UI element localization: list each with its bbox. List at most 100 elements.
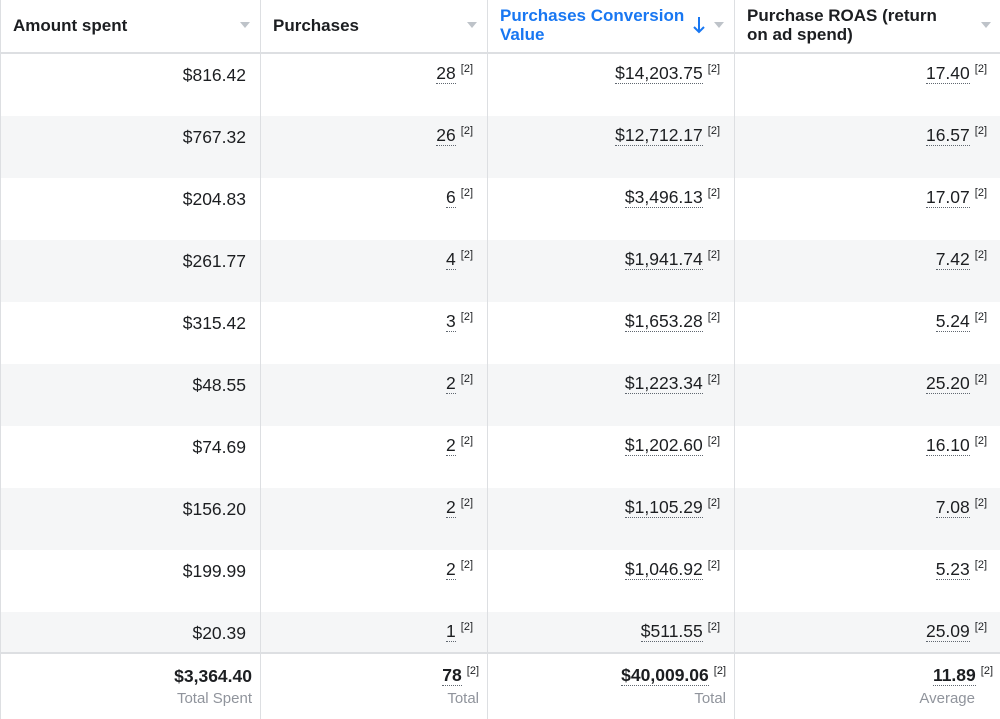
- footnote-marker[interactable]: [2]: [974, 559, 987, 571]
- column-header-label: Purchase ROAS (return on ad spend): [747, 6, 937, 44]
- footnote-marker[interactable]: [2]: [974, 497, 987, 509]
- footnote-marker[interactable]: [2]: [460, 373, 473, 385]
- column-header-amount-spent[interactable]: Amount spent: [1, 0, 261, 52]
- cell-value[interactable]: 4: [446, 249, 456, 270]
- cell-value[interactable]: 17.40: [925, 63, 970, 84]
- total-value[interactable]: $40,009.06: [621, 665, 709, 686]
- footnote-marker[interactable]: [2]: [974, 311, 987, 323]
- cell-value[interactable]: $1,105.29: [624, 497, 703, 518]
- cell-value[interactable]: 25.20: [925, 373, 970, 394]
- cell-value[interactable]: 26: [436, 125, 456, 146]
- dropdown-caret-icon[interactable]: [981, 22, 991, 28]
- table-footer-totals: $3,364.40 Total Spent 78 [2] Total $40,0…: [1, 652, 1000, 719]
- footnote-marker[interactable]: [2]: [460, 311, 473, 323]
- cell-value[interactable]: 2: [446, 373, 456, 394]
- cell-value: $261.77: [182, 251, 246, 271]
- footnote-marker[interactable]: [2]: [460, 621, 473, 633]
- total-amount-spent: $3,364.40 Total Spent: [1, 654, 261, 719]
- cell-value[interactable]: 28: [436, 63, 456, 84]
- footnote-marker[interactable]: [2]: [466, 665, 479, 677]
- footnote-marker[interactable]: [2]: [713, 665, 726, 677]
- footnote-marker[interactable]: [2]: [460, 63, 473, 75]
- cell-value: $156.20: [182, 499, 246, 519]
- cell-value: $74.69: [192, 437, 246, 457]
- footnote-marker[interactable]: [2]: [707, 311, 720, 323]
- sort-descending-icon[interactable]: [692, 15, 706, 35]
- total-label: Total: [694, 690, 726, 707]
- footnote-marker[interactable]: [2]: [460, 497, 473, 509]
- cell-value[interactable]: 3: [446, 311, 456, 332]
- cell-value[interactable]: 2: [446, 559, 456, 580]
- column-header-purchases[interactable]: Purchases: [261, 0, 488, 52]
- column-header-roas[interactable]: Purchase ROAS (return on ad spend): [735, 0, 1000, 52]
- footnote-marker[interactable]: [2]: [974, 249, 987, 261]
- cell-amount-spent: $20.39: [1, 612, 261, 674]
- footnote-marker[interactable]: [2]: [707, 249, 720, 261]
- footnote-marker[interactable]: [2]: [707, 187, 720, 199]
- footnote-marker[interactable]: [2]: [974, 187, 987, 199]
- cell-value[interactable]: 25.09: [925, 621, 970, 642]
- cell-value[interactable]: 16.10: [925, 435, 970, 456]
- cell-value[interactable]: $3,496.13: [624, 187, 703, 208]
- cell-value[interactable]: 2: [446, 435, 456, 456]
- cell-value[interactable]: 6: [446, 187, 456, 208]
- column-header-label: Purchases: [273, 16, 359, 35]
- cell-purchases: 1 [2]: [261, 612, 488, 674]
- footnote-marker[interactable]: [2]: [460, 125, 473, 137]
- footnote-marker[interactable]: [2]: [974, 621, 987, 633]
- cell-purchases: 4 [2]: [261, 240, 488, 302]
- footnote-marker[interactable]: [2]: [974, 125, 987, 137]
- total-label: Total Spent: [176, 690, 252, 707]
- cell-amount-spent: $74.69: [1, 426, 261, 488]
- dropdown-caret-icon[interactable]: [467, 22, 477, 28]
- footnote-marker[interactable]: [2]: [707, 621, 720, 633]
- total-value[interactable]: 11.89: [932, 665, 976, 686]
- cell-purchases: 28 [2]: [261, 54, 488, 116]
- cell-conversion-value: $14,203.75 [2]: [488, 54, 735, 116]
- footnote-marker[interactable]: [2]: [707, 435, 720, 447]
- cell-value[interactable]: $1,941.74: [624, 249, 703, 270]
- footnote-marker[interactable]: [2]: [707, 373, 720, 385]
- cell-conversion-value: $1,653.28 [2]: [488, 302, 735, 364]
- cell-value[interactable]: $12,712.17: [615, 125, 703, 146]
- footnote-marker[interactable]: [2]: [460, 559, 473, 571]
- dropdown-caret-icon[interactable]: [714, 22, 724, 28]
- footnote-marker[interactable]: [2]: [974, 63, 987, 75]
- cell-value: $20.39: [192, 623, 246, 643]
- cell-value[interactable]: 5.24: [935, 311, 970, 332]
- table-row: $48.55 2 [2] $1,223.34 [2] 25.20 [2]: [1, 364, 1000, 426]
- column-header-conversion-value[interactable]: Purchases Conversion Value: [488, 0, 735, 52]
- footnote-marker[interactable]: [2]: [460, 435, 473, 447]
- dropdown-caret-icon[interactable]: [240, 22, 250, 28]
- cell-value[interactable]: 2: [446, 497, 456, 518]
- cell-value[interactable]: 17.07: [925, 187, 970, 208]
- footnote-marker[interactable]: [2]: [707, 63, 720, 75]
- table-row: $156.20 2 [2] $1,105.29 [2] 7.08 [2]: [1, 488, 1000, 550]
- cell-value[interactable]: 7.42: [935, 249, 970, 270]
- footnote-marker[interactable]: [2]: [707, 125, 720, 137]
- cell-value[interactable]: $1,653.28: [624, 311, 703, 332]
- cell-value[interactable]: 1: [446, 621, 456, 642]
- footnote-marker[interactable]: [2]: [707, 497, 720, 509]
- table-row: $315.42 3 [2] $1,653.28 [2] 5.24 [2]: [1, 302, 1000, 364]
- cell-value[interactable]: 5.23: [935, 559, 970, 580]
- cell-value: $48.55: [192, 375, 246, 395]
- cell-value[interactable]: 7.08: [935, 497, 970, 518]
- footnote-marker[interactable]: [2]: [707, 559, 720, 571]
- cell-value[interactable]: $14,203.75: [615, 63, 703, 84]
- footnote-marker[interactable]: [2]: [460, 249, 473, 261]
- total-value[interactable]: 78: [442, 665, 462, 686]
- footnote-marker[interactable]: [2]: [974, 373, 987, 385]
- footnote-marker[interactable]: [2]: [974, 435, 987, 447]
- cell-conversion-value: $1,105.29 [2]: [488, 488, 735, 550]
- cell-value[interactable]: $1,223.34: [624, 373, 703, 394]
- cell-value[interactable]: $1,202.60: [624, 435, 703, 456]
- footnote-marker[interactable]: [2]: [980, 665, 993, 677]
- cell-value[interactable]: $511.55: [640, 621, 703, 642]
- cell-roas: 17.40 [2]: [735, 54, 1000, 116]
- footnote-marker[interactable]: [2]: [460, 187, 473, 199]
- cell-value[interactable]: 16.57: [925, 125, 970, 146]
- cell-amount-spent: $767.32: [1, 116, 261, 178]
- cell-value[interactable]: $1,046.92: [624, 559, 703, 580]
